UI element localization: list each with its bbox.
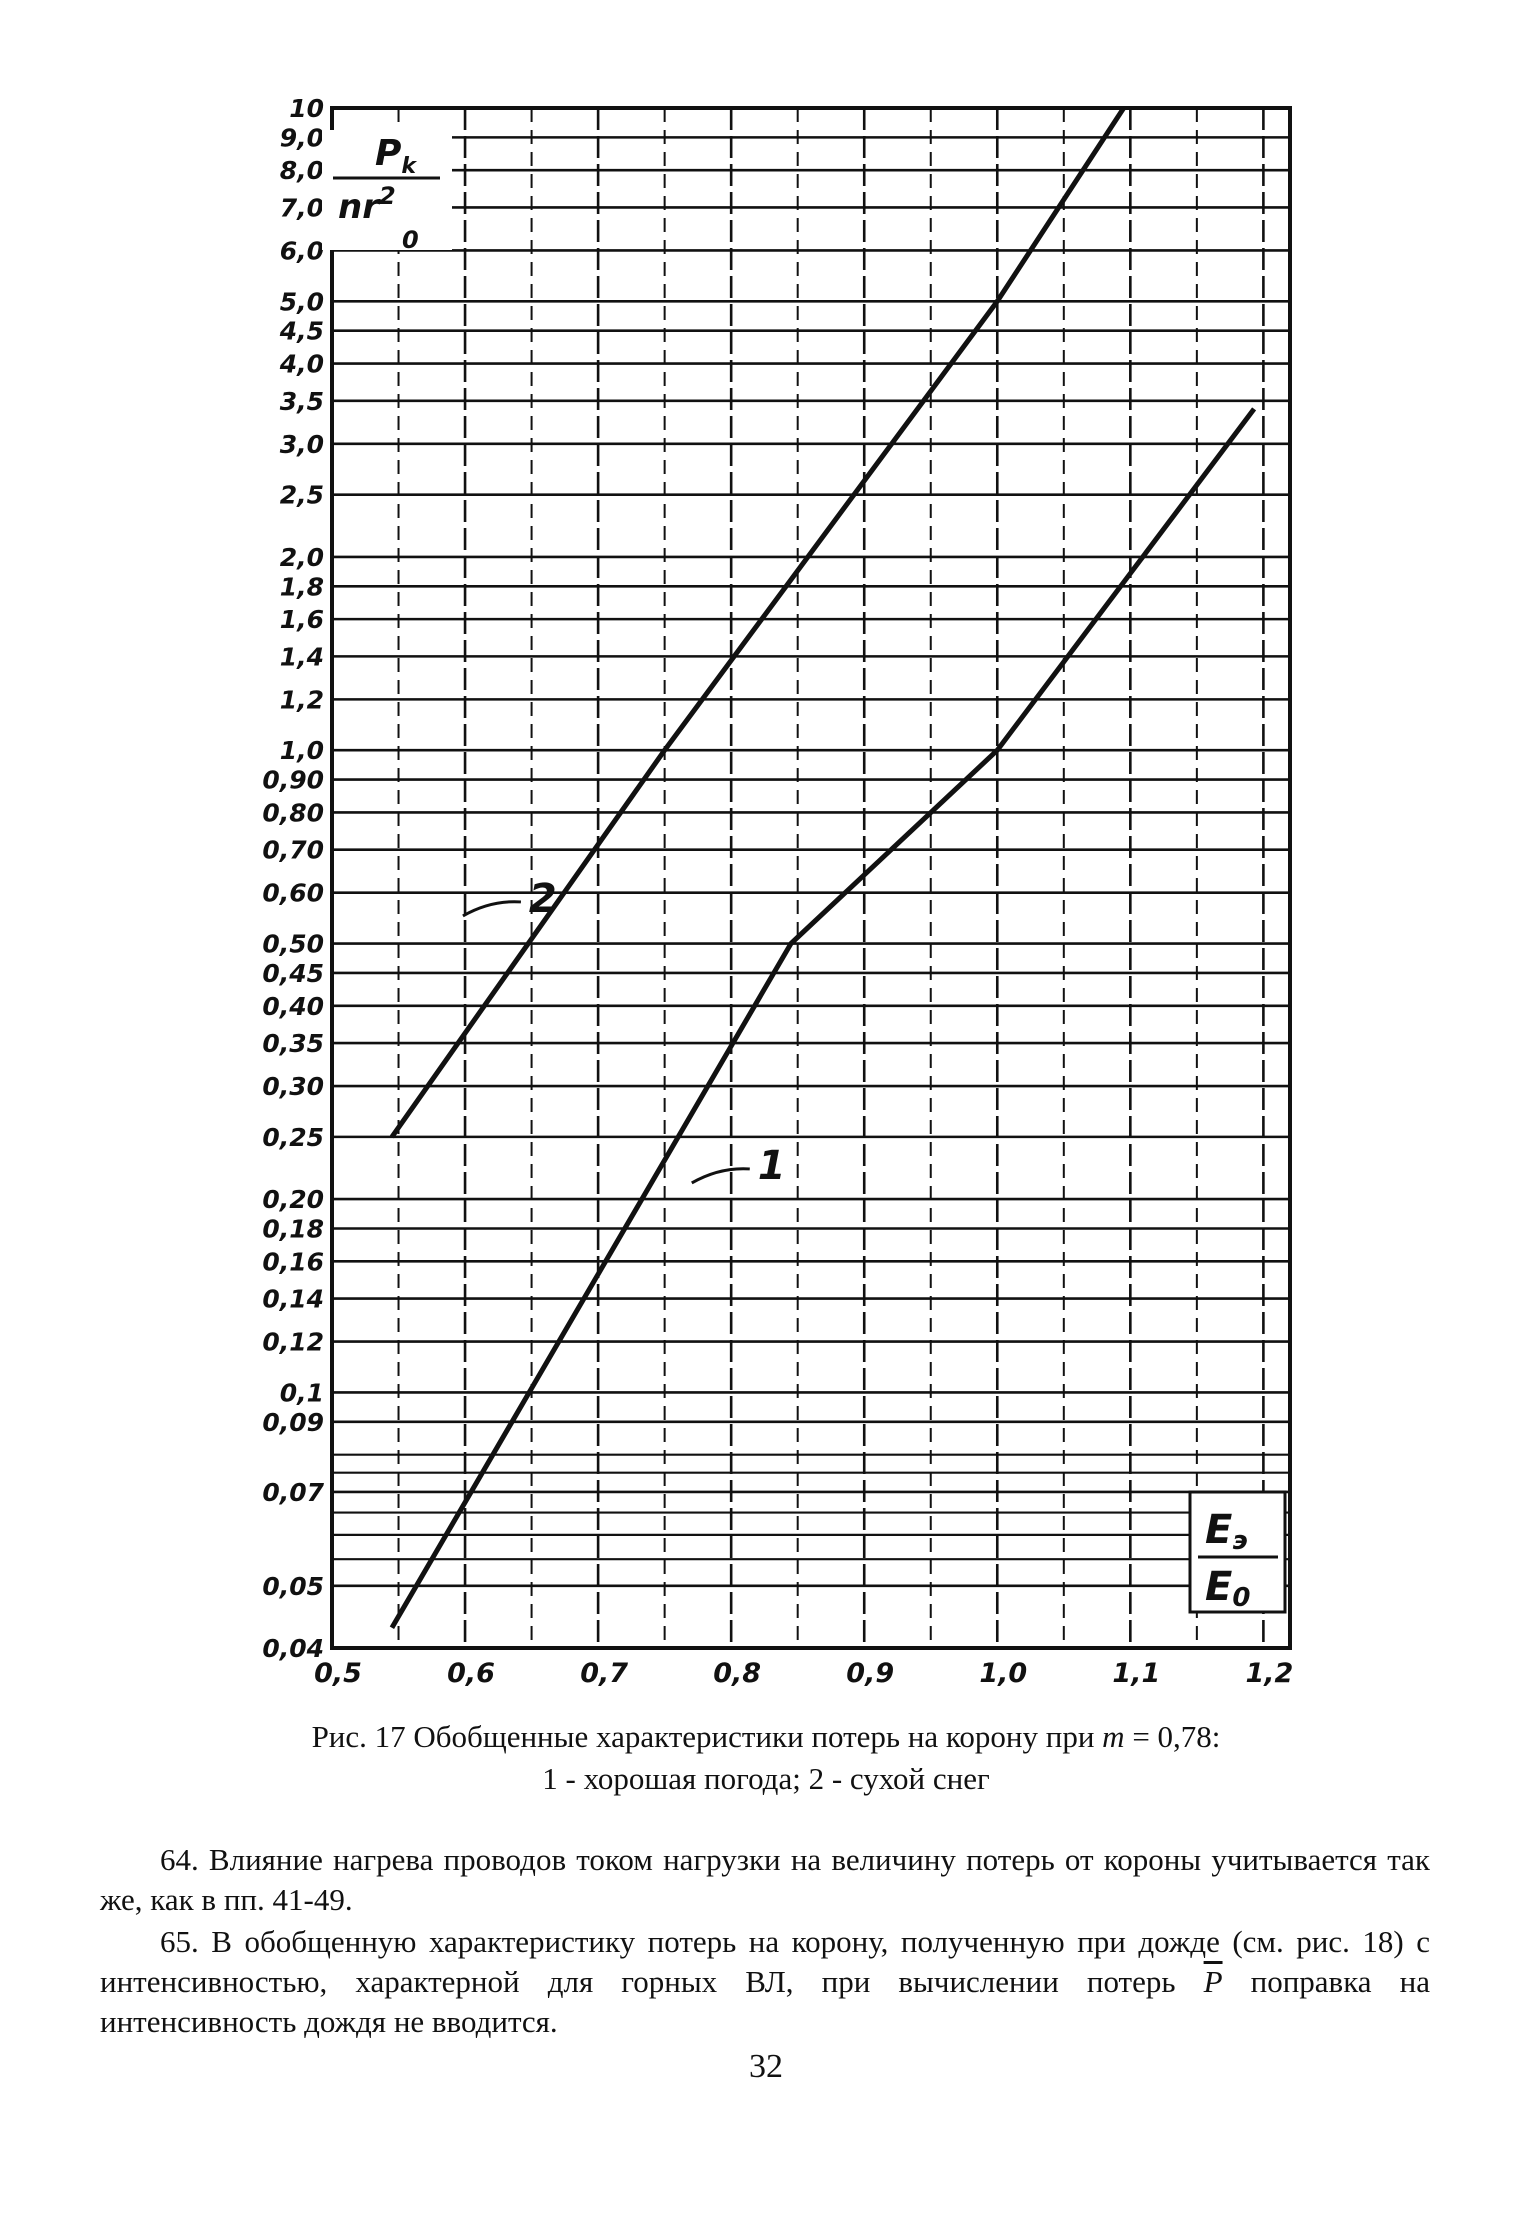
svg-text:Eэ: Eэ	[1205, 1507, 1248, 1556]
y-tick-label: 0,40	[262, 992, 324, 1021]
y-tick-label: 5,0	[280, 287, 324, 316]
y-tick-label: 8,0	[280, 156, 324, 185]
chart-grid	[330, 106, 1292, 1650]
figure-caption-line1: Рис. 17 Обобщенные характеристики потерь…	[311, 1719, 1221, 1754]
plot-frame	[330, 106, 1292, 1650]
y-tick-label: 10	[289, 94, 324, 123]
series-leader-2	[462, 900, 522, 918]
power-loss-symbol: P	[1203, 1964, 1223, 1999]
paragraph-65: 65. В обобщенную характеристику потерь н…	[100, 1924, 1430, 2039]
y-tick-label: 7,0	[280, 193, 324, 222]
y-tick-label: 0,12	[262, 1328, 324, 1357]
y-tick-label: 0,1	[280, 1378, 324, 1407]
y-tick-labels: 109,0 8,0 7,0 6,0 5,04,5 4,0 3,5 3,0 2,5 2,01,8 1,…	[262, 94, 324, 1663]
y-tick-label: 0,07	[262, 1478, 324, 1507]
y-tick-label: 0,14	[262, 1285, 324, 1314]
y-tick-label: 1,2	[280, 685, 324, 714]
y-tick-label: 0,70	[262, 836, 324, 865]
y-tick-label: 0,20	[262, 1185, 324, 1214]
y-tick-label: 4,5	[279, 317, 324, 346]
corona-loss-chart: 109,08,07,06,05,04,54,03,53,02,52,01,81,…	[262, 94, 1293, 1689]
y-tick-label: 0,50	[262, 930, 324, 959]
y-tick-label: 2,0	[280, 543, 324, 572]
y-tick-label: 4,0	[279, 350, 324, 379]
y-tick-label: 6,0	[280, 236, 324, 265]
y-tick-label: 3,5	[280, 387, 324, 416]
figure-caption-line2: 1 - хорошая погода; 2 - сухой снег	[542, 1761, 990, 1796]
svg-text:Pk: Pk	[375, 133, 417, 179]
x-tick-label: 1,1	[1112, 1658, 1160, 1689]
svg-text:E0: E0	[1205, 1564, 1250, 1613]
y-tick-label: 2,5	[280, 481, 324, 510]
x-tick-label: 1,2	[1245, 1658, 1293, 1689]
x-tick-label: 0,6	[447, 1658, 495, 1689]
y-tick-label: 0,35	[262, 1029, 324, 1058]
x-tick-label: 0,5	[314, 1658, 362, 1689]
y-tick-label: 1,8	[280, 572, 324, 601]
paragraph-64: 64. Влияние нагрева проводов током нагру…	[100, 1842, 1430, 1917]
y-tick-label: 0,80	[262, 798, 324, 827]
x-tick-label: 0,9	[846, 1658, 894, 1689]
svg-text:nr2: nr2	[338, 182, 396, 227]
y-tick-label: 0,09	[262, 1408, 324, 1437]
x-axis-label: Eэ E0	[1188, 1490, 1287, 1614]
x-tick-label: 0,7	[580, 1658, 628, 1689]
y-tick-label: 0,18	[262, 1214, 324, 1243]
y-tick-label: 1,6	[280, 605, 324, 634]
y-tick-label: 0,60	[262, 879, 324, 908]
y-axis-label: Pk nr2 0	[322, 130, 452, 254]
svg-text:0: 0	[402, 226, 419, 254]
series-label-2: 2	[529, 876, 557, 922]
page-number: 32	[749, 2048, 783, 2085]
y-tick-label: 3,0	[280, 430, 324, 459]
x-tick-labels: 0,5 0,6 0,7 0,8 0,9 1,0 1,1 1,2	[314, 1658, 1293, 1689]
series-leader-1	[691, 1167, 750, 1185]
series-line-1	[389, 407, 1257, 1630]
y-tick-label: 0,45	[262, 959, 324, 988]
y-tick-label: 0,25	[262, 1123, 324, 1152]
y-tick-label: 1,0	[280, 736, 324, 765]
y-tick-label: 0,90	[262, 766, 324, 795]
y-tick-label: 1,4	[280, 642, 324, 671]
series-line-2	[389, 106, 1126, 1139]
x-tick-label: 0,8	[713, 1658, 761, 1689]
y-tick-label: 9,0	[280, 123, 324, 152]
x-tick-label: 1,0	[979, 1658, 1027, 1689]
y-tick-label: 0,30	[262, 1072, 324, 1101]
series-label-1: 1	[758, 1143, 786, 1189]
y-tick-label: 0,16	[262, 1247, 324, 1276]
y-tick-label: 0,04	[262, 1634, 324, 1663]
chart-series: 12	[389, 106, 1257, 1630]
y-tick-label: 0,05	[262, 1572, 324, 1601]
